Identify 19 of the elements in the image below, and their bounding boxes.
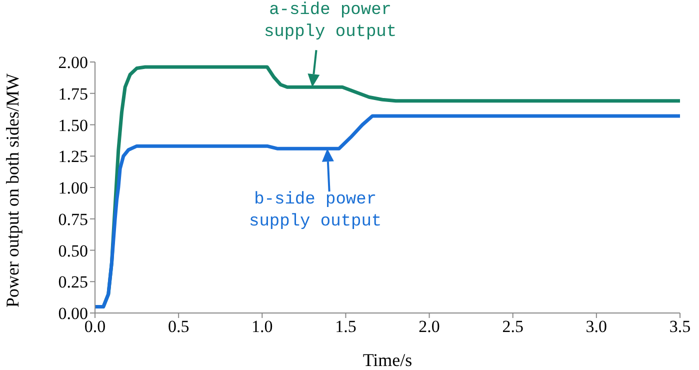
y-tick-label: 1.25 — [58, 147, 88, 166]
x-tick-label: 3.5 — [669, 317, 691, 336]
y-tick-label: 0.50 — [58, 241, 88, 260]
x-tick-label: 2.0 — [418, 317, 440, 336]
y-tick-label: 1.50 — [58, 116, 88, 135]
y-tick-label: 1.75 — [58, 84, 88, 104]
y-tick-label: 0.25 — [58, 272, 88, 292]
annotation: b-side power supply output — [249, 190, 382, 232]
annotation: a-side power supply output — [264, 1, 397, 42]
y-tick-label: 0.75 — [58, 210, 88, 229]
x-tick-label: 0.5 — [168, 317, 190, 336]
x-axis-title: Time/s — [362, 350, 412, 370]
x-tick-label: 1.5 — [335, 317, 356, 336]
y-axis-title: Power output on both sides/MW — [2, 74, 22, 308]
x-tick-label: 1.0 — [252, 317, 273, 336]
x-tick-label: 2.5 — [502, 317, 524, 336]
x-tick-label: 3.0 — [586, 317, 608, 336]
y-tick-label: 2.00 — [58, 53, 88, 72]
y-tick-label: 1.00 — [58, 178, 88, 198]
